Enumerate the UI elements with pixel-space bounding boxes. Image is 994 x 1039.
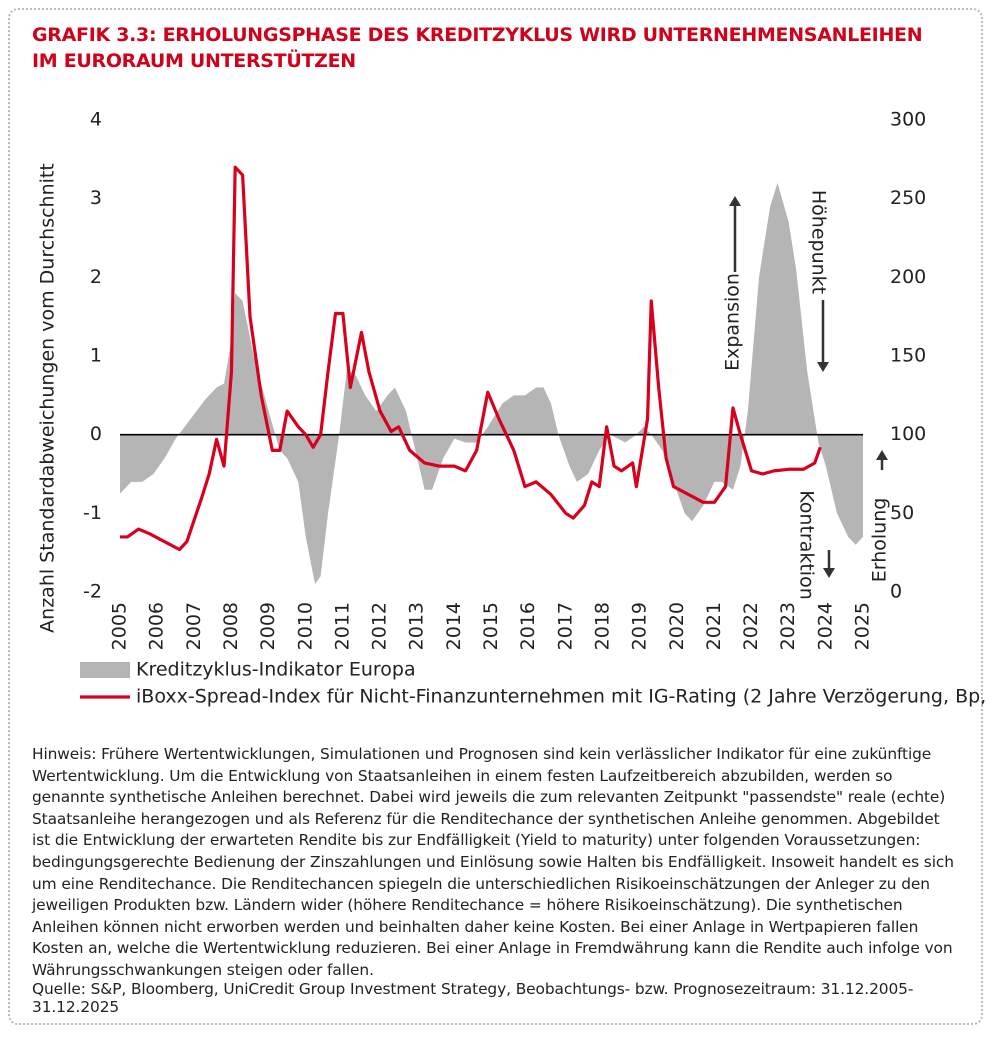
arrow-head [876, 450, 888, 460]
x-tick-label: 2024 [814, 602, 836, 650]
y-tick-label: 2 [90, 266, 102, 288]
chart-title: GRAFIK 3.3: ERHOLUNGSPHASE DES KREDITZYK… [32, 24, 923, 72]
x-tick-label: 2014 [443, 602, 465, 650]
x-tick-label: 2020 [666, 602, 688, 650]
y2-tick-label: 0 [890, 581, 902, 603]
x-tick-label: 2018 [591, 602, 613, 650]
x-tick-label: 2022 [740, 602, 762, 650]
source: Quelle: S&P, Bloomberg, UniCredit Group … [32, 980, 914, 1016]
x-tick-label: 2009 [257, 602, 279, 650]
y2-tick-label: 150 [890, 345, 926, 367]
x-tick-label: 2025 [852, 602, 874, 650]
y-tick-label: -2 [83, 581, 102, 603]
x-tick-label: 2007 [183, 602, 205, 650]
y2-tick-label: 100 [890, 423, 926, 445]
x-tick-label: 2005 [109, 602, 131, 650]
annotation: Höhepunkt [808, 190, 830, 294]
y-axis-label: Anzahl Standardabweichungen vom Durchsch… [37, 163, 59, 633]
x-tick-label: 2011 [331, 602, 353, 650]
y2-tick-label: 300 [890, 109, 926, 131]
x-tick-label: 2016 [517, 602, 539, 650]
legend-label: iBoxx-Spread-Index für Nicht-Finanzunter… [136, 686, 994, 708]
chart: -2 -1 0 1 2 3 4 0 50 100 150 200 250 300 2005 2006 2007 2… [37, 109, 994, 708]
x-tick-label: 2013 [406, 602, 428, 650]
arrow-head [817, 362, 829, 372]
arrow-head [823, 568, 835, 578]
x-tick-label: 2017 [554, 602, 576, 650]
x-tick-label: 2021 [703, 602, 725, 650]
x-tick-label: 2015 [480, 602, 502, 650]
y-tick-label: 3 [90, 187, 102, 209]
frame [8, 8, 983, 1025]
y-tick-label: 0 [90, 423, 102, 445]
line [120, 165, 822, 552]
y2-tick-label: 50 [890, 502, 914, 524]
legend-label: Kreditzyklus-Indikator Europa [136, 659, 416, 681]
arrow-head [729, 196, 741, 206]
y2-tick-label: 250 [890, 187, 926, 209]
annotation: Expansion [722, 273, 744, 371]
y-tick-label: 4 [90, 109, 102, 131]
note: Hinweis: Frühere Wertentwicklungen, Simu… [32, 745, 954, 979]
y-tick-label: 1 [90, 345, 102, 367]
x-tick-label: 2023 [777, 602, 799, 650]
annotation: Kontraktion [796, 490, 818, 599]
area [120, 182, 863, 585]
annotation: Erholung [869, 498, 891, 583]
x-tick-label: 2019 [629, 602, 651, 650]
x-tick-label: 2012 [369, 602, 391, 650]
y2-tick-label: 200 [890, 266, 926, 288]
x-tick-label: 2010 [294, 602, 316, 650]
y-tick-label: -1 [83, 502, 102, 524]
x-tick-label: 2006 [146, 602, 168, 650]
x-tick-label: 2008 [220, 602, 242, 650]
legend-swatch [80, 662, 130, 678]
